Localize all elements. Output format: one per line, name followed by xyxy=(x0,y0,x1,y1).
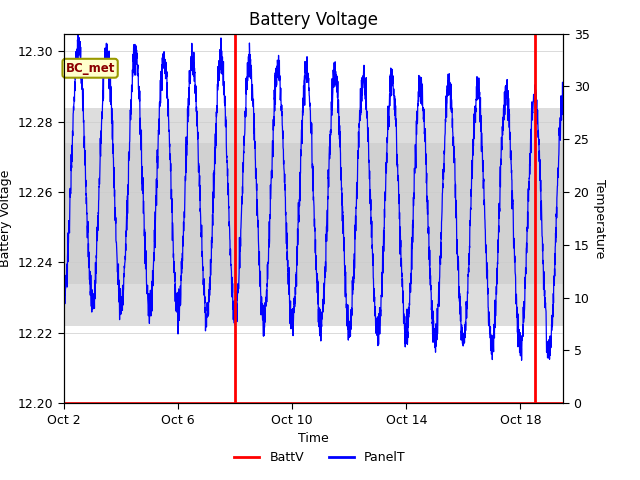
Y-axis label: Battery Voltage: Battery Voltage xyxy=(0,170,12,267)
Bar xyxy=(64,143,563,284)
Title: Battery Voltage: Battery Voltage xyxy=(249,11,378,29)
Bar xyxy=(64,108,563,326)
Y-axis label: Temperature: Temperature xyxy=(593,179,606,258)
Text: BC_met: BC_met xyxy=(65,62,115,75)
Legend: BattV, PanelT: BattV, PanelT xyxy=(229,446,411,469)
X-axis label: Time: Time xyxy=(298,432,329,445)
